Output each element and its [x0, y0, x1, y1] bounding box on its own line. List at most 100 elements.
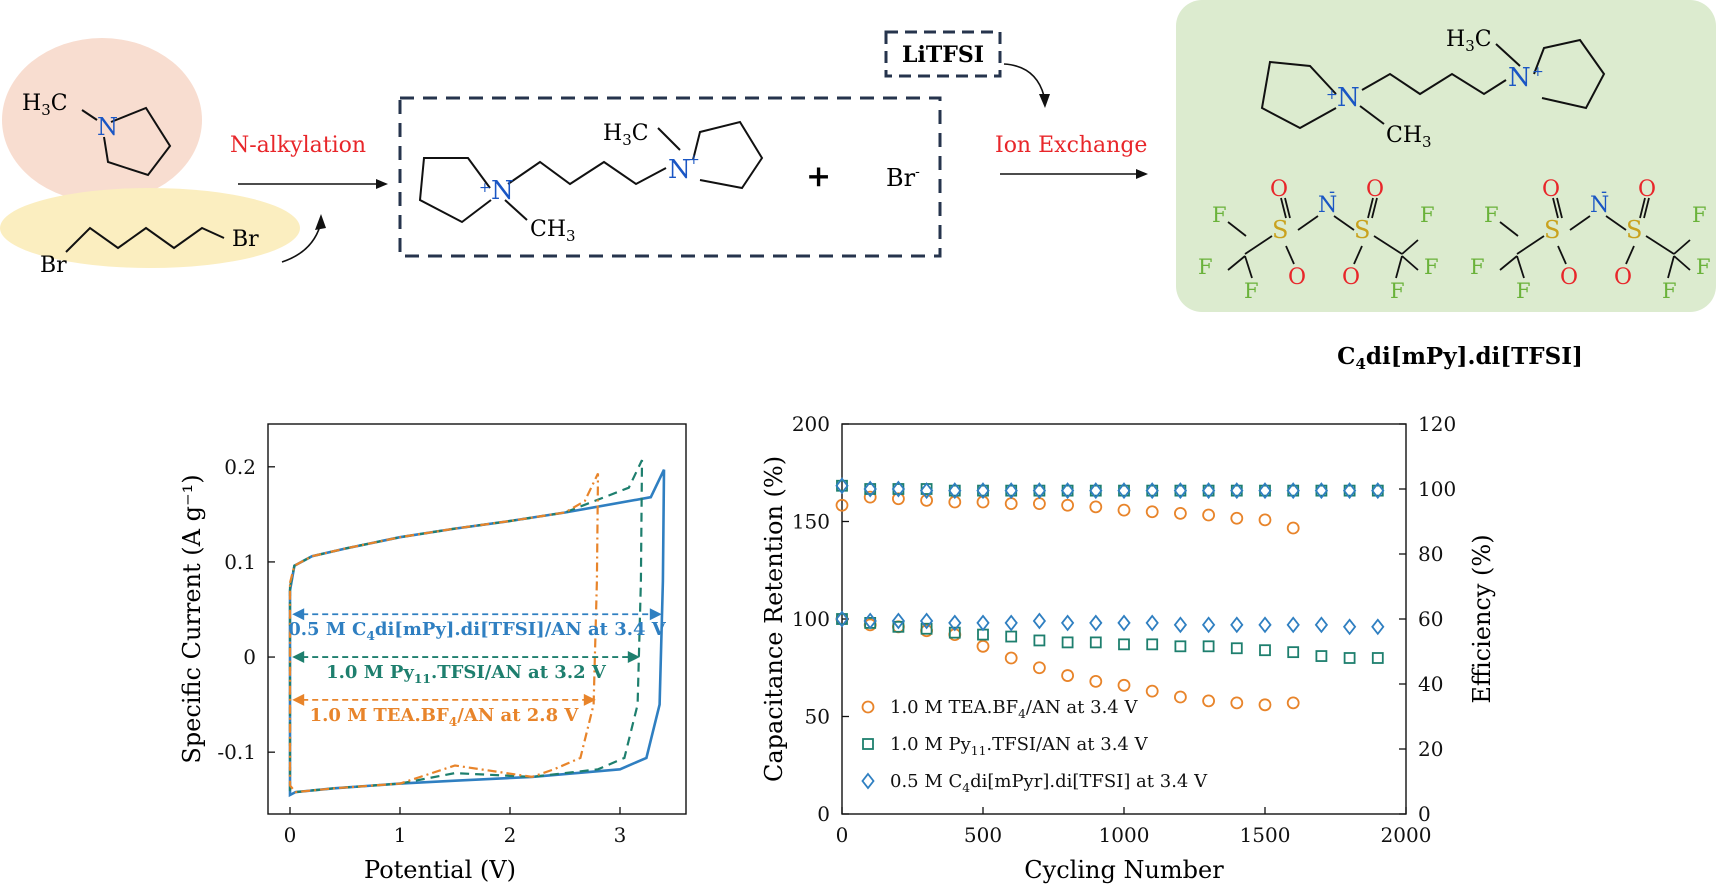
retention-point-diamond: [1089, 614, 1103, 632]
retention-point-square: [1287, 646, 1300, 659]
efficiency-point-diamond: [1342, 482, 1357, 500]
tfsi-o: O: [1342, 265, 1360, 290]
reaction-scheme: H3C N Br Br N-alkylation N + N +: [0, 0, 1716, 373]
retention-point-square: [1343, 652, 1356, 664]
retention-point-circle: [1230, 696, 1244, 710]
retention-point-diamond: [1117, 614, 1131, 632]
tfsi-f: F: [1390, 279, 1405, 303]
cv-xlabel: Potential (V): [364, 856, 516, 884]
retention-point-diamond: [1286, 616, 1300, 634]
efficiency-point-circle: [1004, 497, 1018, 511]
tfsi-s: S: [1354, 216, 1370, 244]
efficiency-point-diamond: [1314, 482, 1329, 500]
cycling-y2tick-label: 100: [1418, 477, 1456, 501]
efficiency-point-diamond: [1230, 482, 1244, 500]
bromide-ion: Br-: [886, 164, 920, 192]
svg-text:+: +: [479, 180, 491, 196]
retention-point-square: [1061, 636, 1074, 649]
retention-point-diamond: [1004, 614, 1018, 632]
retention-point-diamond: [1258, 616, 1272, 634]
efficiency-point-diamond: [1089, 482, 1103, 500]
svg-text:+: +: [688, 152, 700, 168]
efficiency-point-circle: [1145, 505, 1159, 519]
retention-point-circle: [1286, 696, 1300, 710]
svg-text:+: +: [1326, 87, 1338, 103]
product-n2: N: [1508, 63, 1531, 93]
cycling-y2tick-label: 80: [1418, 542, 1443, 566]
retention-point-circle: [1033, 661, 1046, 675]
efficiency-point-diamond: [1286, 482, 1300, 500]
cycling-xlabel: Cycling Number: [1024, 856, 1224, 884]
efficiency-point-diamond: [948, 482, 962, 500]
retention-point-circle: [1202, 694, 1215, 708]
cycling-y2tick-label: 20: [1418, 737, 1443, 761]
retention-point-diamond: [1314, 616, 1329, 634]
tfsi-f: F: [1420, 203, 1435, 227]
retention-point-diamond: [1060, 614, 1075, 632]
retention-point-circle: [1258, 698, 1272, 712]
efficiency-point-diamond: [835, 477, 849, 495]
retention-point-square: [920, 622, 933, 635]
cv-window-label: 1.0 M TEA.BF4​/AN at 2.8 V: [310, 705, 580, 729]
retention-point-circle: [1174, 690, 1187, 704]
cv-window-arrows: 0.5 M C4​di[mPy].di[TFSI]/AN at 3.4 V 1.0…: [288, 608, 667, 729]
cv-ytick-label: 0.1: [224, 550, 256, 574]
cycling-legend: 1.0 M TEA.BF4​/AN at 3.4 V 1.0 M Py11​.TF…: [861, 697, 1208, 795]
efficiency-point-circle: [1174, 506, 1187, 520]
cv-xtick-label: 1: [394, 823, 407, 847]
efficiency-point-diamond: [1060, 482, 1075, 500]
product-n1: N: [1337, 83, 1360, 113]
efficiency-point-diamond: [919, 482, 934, 500]
tfsi-f: F: [1516, 279, 1531, 303]
efficiency-point-circle: [1117, 503, 1131, 517]
tfsi-o: O: [1614, 265, 1632, 290]
ion-exchange-label: Ion Exchange: [995, 133, 1147, 158]
efficiency-point-diamond: [1173, 482, 1188, 500]
efficiency-point-circle: [1258, 513, 1272, 527]
retention-point-circle: [1004, 651, 1018, 665]
intermediate-n1: N: [491, 176, 514, 206]
retention-point-square: [1202, 640, 1215, 653]
cv-axis-ticks: 0 1 2 3 -0.1 0 0.1 0.2: [217, 455, 626, 847]
cv-window-label: 1.0 M Py11​.TFSI/AN at 3.2 V: [326, 662, 607, 686]
retention-point-diamond: [919, 612, 934, 630]
cycling-ytick-label: 100: [792, 607, 830, 631]
cycling-axis-ticks: 0 500 1000 1500 2000050100150200020406080100…: [792, 412, 1456, 847]
cv-arrowhead-left: [292, 651, 305, 664]
product-h3c: H3C: [1446, 27, 1492, 55]
cv-arrowhead-left: [292, 608, 305, 621]
intermediate-ch3: CH3: [530, 217, 576, 245]
retention-point-diamond: [863, 612, 877, 630]
retention-point-diamond: [1145, 614, 1159, 632]
tfsi-minus: -: [1601, 181, 1607, 202]
cycling-y2label: Efficiency (%): [1468, 534, 1496, 703]
efficiency-point-circle: [1033, 497, 1046, 511]
cycling-ytick-label: 150: [792, 510, 830, 534]
retention-point-square: [1371, 652, 1384, 664]
efficiency-point-diamond: [1145, 482, 1159, 500]
efficiency-point-circle: [1230, 511, 1244, 525]
intermediate-box: [398, 96, 942, 258]
retention-point-square: [1089, 636, 1102, 649]
tfsi-s: S: [1544, 216, 1560, 244]
efficiency-point-diamond: [1201, 482, 1216, 500]
efficiency-point-diamond: [1004, 482, 1018, 500]
cycling-xtick-label: 500: [964, 823, 1002, 847]
product-name: C4di[mPy].di[TFSI]: [1337, 343, 1583, 373]
cycling-ytick-label: 50: [805, 705, 830, 729]
tfsi-minus: -: [1329, 181, 1335, 202]
cv-ylabel: Specific Current (A g⁻¹): [178, 474, 206, 763]
tfsi-s: S: [1626, 216, 1642, 244]
cv-curve-series-2: [288, 473, 600, 794]
tfsi-f: F: [1662, 279, 1677, 303]
cycling-y2tick-label: 120: [1418, 412, 1456, 436]
amine-n: N: [97, 113, 118, 141]
cv-arrowhead-right: [649, 608, 662, 621]
efficiency-point-diamond: [863, 480, 877, 498]
cycling-ytick-label: 200: [792, 412, 830, 436]
tfsi-o: O: [1560, 265, 1578, 290]
tfsi-f: F: [1212, 203, 1227, 227]
cv-xtick-label: 2: [504, 823, 517, 847]
retention-point-diamond: [891, 612, 906, 630]
intermediate-n2: N: [668, 155, 691, 185]
